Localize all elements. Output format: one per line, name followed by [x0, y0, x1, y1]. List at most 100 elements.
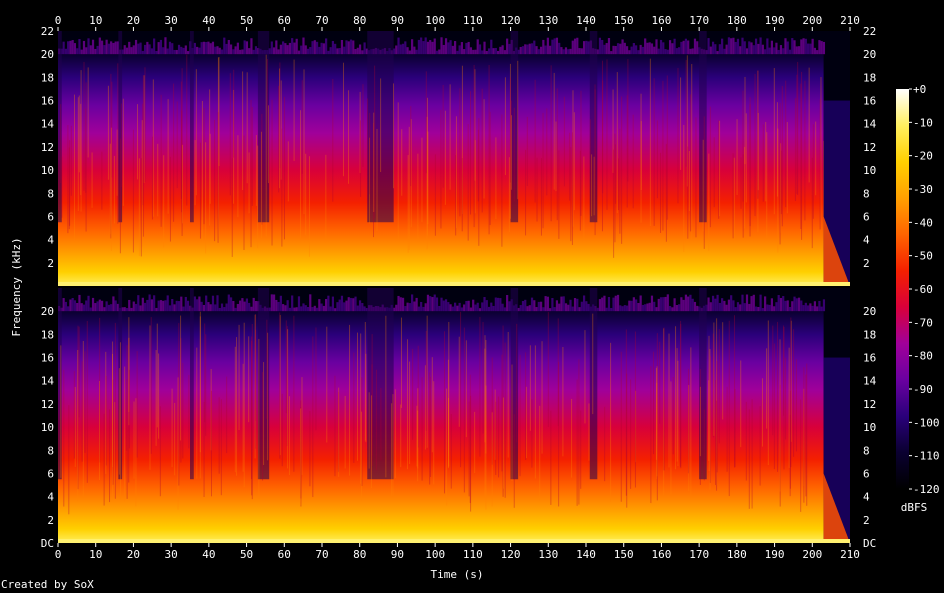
texture-streak — [716, 400, 718, 491]
texture-streak — [572, 90, 574, 227]
x-tick-label-top: 90 — [391, 14, 404, 27]
hf-fringe — [107, 304, 110, 312]
hf-fringe — [426, 294, 430, 312]
hf-fringe — [184, 45, 187, 55]
hf-fringe — [757, 43, 760, 55]
hf-fringe — [519, 305, 522, 312]
hf-fringe — [121, 307, 124, 312]
texture-streak — [348, 90, 350, 184]
hf-fringe — [644, 38, 647, 55]
hf-fringe — [741, 37, 744, 55]
hf-fringe — [736, 302, 740, 312]
hf-fringe — [481, 50, 484, 55]
texture-streak — [430, 376, 432, 477]
texture-streak — [163, 155, 165, 248]
x-tick-label-top: 0 — [55, 14, 62, 27]
y-tick-label-left: 12 — [41, 398, 54, 411]
hf-fringe — [506, 38, 509, 55]
hf-fringe — [306, 48, 310, 55]
hf-fringe — [320, 303, 323, 312]
texture-streak — [254, 314, 256, 459]
texture-streak — [783, 325, 785, 416]
hf-fringe — [793, 296, 796, 312]
hf-fringe — [293, 42, 296, 55]
hf-fringe — [327, 50, 330, 55]
hf-fringe — [802, 305, 805, 312]
hf-fringe — [750, 296, 753, 312]
texture-streak — [400, 404, 402, 468]
texture-streak — [255, 135, 257, 206]
colorbar: +0 -10 -20 -30 -40 -50 -60 -70 -80 -90 -100 -110 -12… — [896, 83, 940, 514]
hf-fringe — [196, 46, 199, 55]
texture-streak — [236, 337, 238, 476]
texture-streak — [625, 329, 627, 496]
texture-streak — [740, 360, 742, 448]
hf-fringe — [759, 294, 762, 312]
texture-streak — [260, 131, 262, 238]
texture-streak — [205, 334, 207, 436]
texture-streak — [626, 373, 628, 508]
hf-fringe — [709, 302, 712, 312]
texture-streak — [111, 81, 113, 178]
hf-fringe — [743, 41, 746, 55]
y-tick-label-left: 14 — [41, 118, 55, 131]
hf-fringe — [723, 300, 726, 312]
hf-fringe — [809, 303, 812, 312]
y-tick-label-right: 18 — [863, 71, 876, 84]
texture-streak — [777, 321, 779, 472]
hf-fringe — [89, 307, 92, 312]
spectral-energy — [58, 311, 824, 543]
hf-fringe — [585, 40, 588, 55]
hf-fringe — [232, 49, 235, 55]
texture-streak — [251, 323, 253, 500]
texture-streak — [767, 320, 769, 466]
texture-streak — [656, 382, 658, 479]
texture-streak — [553, 72, 555, 190]
texture-streak — [344, 395, 346, 469]
hf-fringe — [392, 307, 396, 312]
texture-streak — [199, 142, 201, 239]
texture-streak — [137, 104, 139, 180]
hf-fringe — [770, 40, 773, 55]
texture-streak — [85, 82, 87, 232]
texture-streak — [510, 100, 512, 210]
texture-streak — [393, 83, 395, 189]
x-tick-label-top: 50 — [240, 14, 253, 27]
texture-streak — [501, 354, 503, 472]
hf-fringe — [304, 45, 307, 55]
hf-fringe — [732, 300, 735, 312]
texture-streak — [751, 399, 753, 509]
texture-streak — [495, 137, 497, 220]
hf-fringe — [431, 297, 434, 312]
texture-streak — [463, 327, 465, 493]
hf-fringe — [325, 38, 328, 55]
texture-streak — [177, 377, 179, 510]
hf-fringe — [603, 44, 606, 55]
hf-fringe — [564, 303, 568, 312]
texture-streak — [748, 409, 750, 509]
texture-streak — [610, 342, 612, 502]
hf-fringe — [69, 299, 72, 312]
texture-streak — [531, 399, 533, 468]
hf-fringe — [275, 40, 278, 55]
hf-fringe — [397, 295, 400, 312]
hf-fringe — [619, 305, 622, 312]
texture-streak — [257, 145, 259, 249]
texture-streak — [447, 359, 449, 469]
texture-streak — [494, 389, 496, 460]
texture-streak — [488, 64, 490, 235]
hf-fringe — [580, 301, 583, 312]
hf-fringe — [766, 304, 769, 312]
texture-streak — [742, 90, 744, 202]
texture-streak — [205, 142, 207, 254]
hf-fringe — [725, 304, 728, 312]
hf-fringe — [741, 294, 744, 312]
y-tick-label-left: 4 — [47, 234, 54, 247]
y-tick-label-right: 6 — [863, 467, 870, 480]
hf-fringe — [153, 295, 156, 312]
hf-fringe — [442, 44, 445, 55]
hf-fringe — [748, 303, 751, 312]
hf-fringe — [646, 42, 649, 55]
texture-streak — [300, 406, 302, 507]
texture-streak — [265, 54, 267, 237]
